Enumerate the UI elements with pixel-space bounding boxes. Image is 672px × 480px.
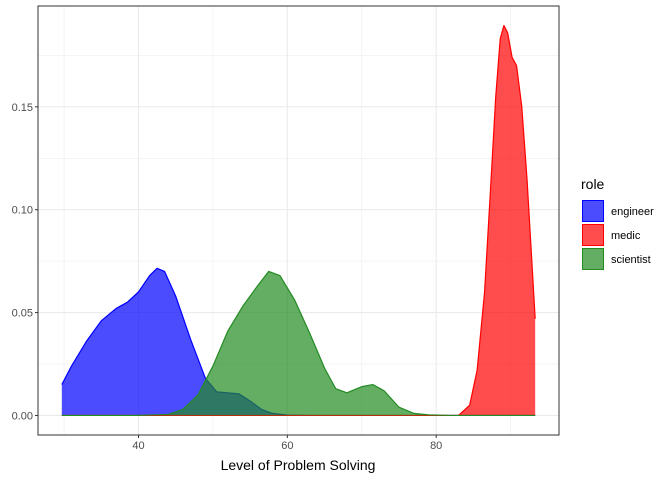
legend-key-scientist — [582, 248, 604, 270]
density-area-scientist — [61, 271, 536, 416]
series-scientist — [61, 270, 536, 417]
legend-label-engineer: engineer — [611, 206, 654, 218]
y-tick-label: 0.00 — [12, 410, 33, 422]
legend-label-scientist: scientist — [611, 254, 651, 266]
density-areas — [61, 24, 536, 417]
density-curve-scientist — [61, 270, 536, 417]
legend-item-scientist: scientist — [582, 248, 651, 270]
y-tick-label: 0.10 — [12, 205, 33, 217]
legend-item-engineer: engineer — [582, 200, 654, 222]
legend-title: role — [581, 176, 605, 192]
x-tick-label: 80 — [430, 440, 442, 452]
density-area-engineer — [61, 268, 536, 416]
density-area-medic — [61, 25, 536, 416]
x-axis-title: Level of Problem Solving — [221, 457, 376, 473]
legend-key-engineer — [582, 200, 604, 222]
legend-key-medic — [582, 224, 604, 246]
x-tick-label: 40 — [132, 440, 144, 452]
legend: role engineer medic scientist — [581, 176, 654, 270]
legend-item-medic: medic — [582, 224, 641, 246]
y-tick-label: 0.15 — [12, 102, 33, 114]
x-tick-label: 60 — [281, 440, 293, 452]
axes: 40 60 80 0.00 0.05 0.10 0.15 — [12, 102, 443, 452]
legend-label-medic: medic — [611, 230, 641, 242]
y-tick-label: 0.05 — [12, 308, 33, 320]
plot-panel-border — [37, 5, 560, 436]
